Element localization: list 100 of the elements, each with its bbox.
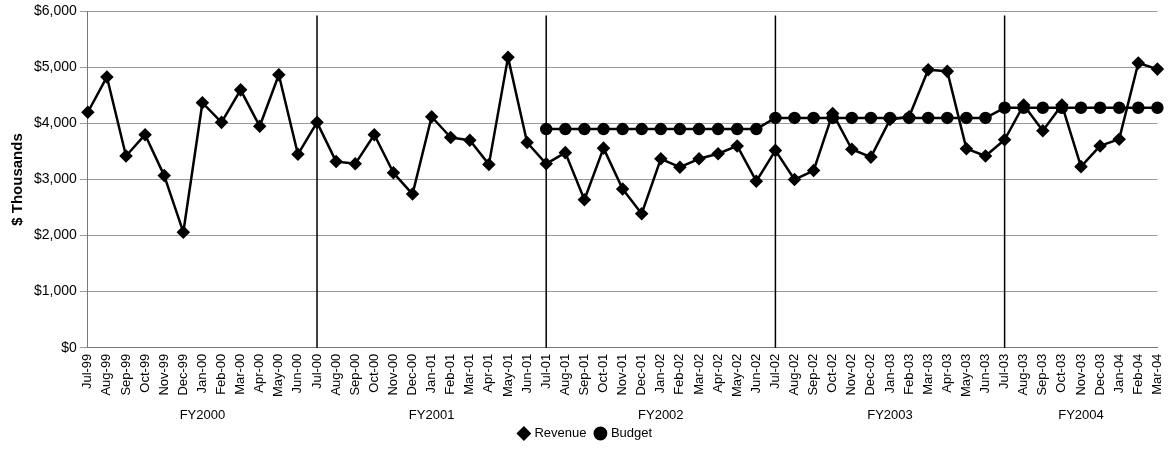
y-axis-title: $ Thousands — [8, 133, 26, 226]
point — [807, 111, 820, 125]
point — [597, 122, 610, 136]
point — [234, 83, 247, 97]
x-tick-label: Feb-02 — [671, 353, 687, 395]
point — [272, 68, 286, 81]
point — [597, 141, 610, 155]
point — [616, 182, 629, 196]
x-tick-label: Feb-03 — [900, 353, 916, 395]
y-tick-label: $5,000 — [33, 58, 78, 75]
point — [864, 111, 878, 125]
x-tick-label: Dec-01 — [633, 353, 649, 396]
x-tick-label: Jan-01 — [423, 353, 439, 394]
y-tick-label: $6,000 — [33, 2, 78, 19]
x-tick-label: Nov-00 — [384, 353, 400, 396]
x-tick-label: Jan-04 — [1110, 353, 1126, 394]
x-tick-label: Jun-00 — [289, 353, 305, 394]
point — [1132, 101, 1145, 115]
point — [750, 174, 763, 188]
x-tick-label: Feb-01 — [442, 353, 458, 395]
point — [444, 131, 457, 144]
point — [979, 149, 992, 163]
point — [1112, 132, 1126, 146]
point — [501, 51, 515, 64]
x-tick-label: Nov-03 — [1072, 353, 1088, 396]
point — [329, 155, 343, 168]
x-tick-label: Feb-04 — [1129, 353, 1145, 395]
point — [482, 158, 496, 171]
x-tick-label: Oct-99 — [136, 353, 152, 393]
text: FY2003 — [867, 406, 913, 422]
point — [654, 152, 668, 166]
point — [845, 111, 859, 125]
x-tick-label: Dec-03 — [1091, 353, 1107, 396]
point — [138, 128, 152, 141]
point — [616, 122, 629, 136]
x-tick-label: Oct-00 — [365, 353, 381, 393]
point — [711, 122, 725, 136]
x-tick-label: May-00 — [270, 353, 286, 398]
x-tick-label: May-02 — [728, 353, 744, 398]
x-tick-label: Sep-02 — [805, 353, 821, 396]
point — [520, 136, 534, 149]
x-tick-label: Jan-03 — [881, 353, 897, 394]
point — [406, 187, 419, 201]
x-tick-label: Sep-00 — [346, 353, 362, 396]
point — [1093, 139, 1107, 153]
x-tick-label: Jul-03 — [996, 353, 1012, 390]
x-tick-label: Jan-02 — [652, 353, 668, 394]
x-tick-label: Jul-01 — [537, 353, 553, 390]
point — [979, 111, 992, 125]
x-tick-label: May-01 — [499, 353, 515, 398]
x-tick-label: Aug-02 — [786, 353, 802, 396]
point — [864, 150, 878, 164]
point — [463, 134, 477, 147]
point — [215, 116, 228, 129]
x-tick-label: Nov-99 — [155, 353, 171, 396]
x-tick-label: Aug-03 — [1015, 353, 1031, 396]
point — [635, 207, 648, 220]
point — [1093, 101, 1107, 115]
point — [1036, 124, 1050, 138]
y-tick-label: $0 — [61, 338, 78, 355]
x-tick-label: Dec-02 — [862, 353, 878, 396]
x-tick-label: Apr-02 — [709, 353, 725, 393]
x-tick-label: Jun-03 — [977, 353, 993, 394]
x-tick-label: Jul-02 — [766, 353, 782, 390]
point — [1132, 56, 1145, 70]
x-tick-label: Jan-00 — [194, 353, 209, 394]
point — [730, 122, 744, 136]
point — [291, 148, 305, 161]
point — [196, 96, 209, 109]
point — [921, 63, 935, 76]
point — [100, 70, 114, 84]
point — [1112, 101, 1126, 115]
point — [960, 142, 973, 155]
legend-label: Budget — [610, 425, 653, 441]
x-tick-label: Oct-02 — [824, 353, 840, 393]
text: FY2001 — [408, 406, 455, 422]
point — [673, 122, 687, 136]
x-tick-label: Apr-00 — [251, 353, 267, 393]
x-tick-label: Feb-00 — [213, 353, 229, 395]
text: FY2004 — [1058, 406, 1104, 422]
point — [348, 157, 362, 171]
x-tick-label: Jul-00 — [308, 353, 324, 390]
point — [654, 122, 668, 136]
x-tick-label: May-03 — [957, 353, 973, 398]
point — [788, 173, 801, 186]
x-tick-label: Sep-01 — [575, 353, 591, 396]
x-tick-label: Jul-99 — [79, 353, 95, 390]
point — [998, 101, 1011, 115]
point — [1036, 101, 1050, 115]
point — [1151, 101, 1164, 115]
point — [673, 160, 687, 174]
x-tick-label: Mar-01 — [461, 353, 477, 395]
point — [425, 110, 438, 124]
y-tick-label: $3,000 — [33, 170, 78, 187]
point — [157, 169, 171, 182]
point — [788, 111, 801, 125]
point — [81, 106, 95, 119]
point — [960, 111, 973, 125]
point — [730, 139, 744, 153]
point — [941, 111, 954, 125]
